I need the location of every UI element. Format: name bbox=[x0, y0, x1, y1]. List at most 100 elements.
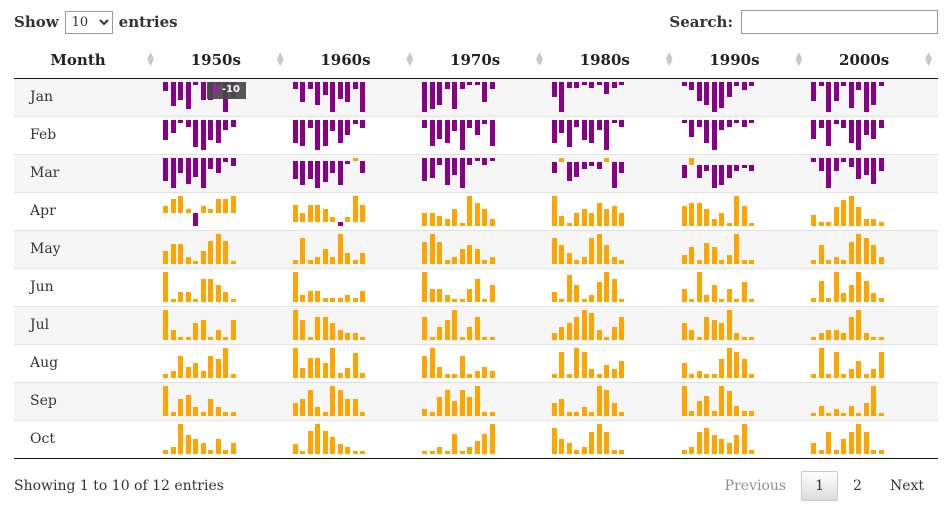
page-length-select[interactable]: 10 bbox=[64, 10, 113, 34]
sparkline-jan-1990s[interactable] bbox=[681, 82, 757, 112]
sparkline-apr-1960s[interactable] bbox=[292, 196, 368, 226]
sparkline-may-1970s[interactable] bbox=[422, 234, 497, 264]
sparkline-feb-1950s[interactable] bbox=[163, 120, 238, 150]
sparkline-jul-1970s[interactable] bbox=[422, 310, 497, 340]
sparkline-bar bbox=[223, 411, 228, 416]
sparkline-sep-2000s[interactable] bbox=[811, 386, 886, 416]
column-header-1980s[interactable]: 1980s ▲ ▼ bbox=[548, 43, 679, 79]
next-page-button[interactable]: Next bbox=[889, 477, 924, 494]
sort-both-icon: ▲ ▼ bbox=[276, 51, 284, 69]
sparkline-jul-1980s[interactable] bbox=[551, 310, 627, 340]
sparkline-jun-1950s[interactable] bbox=[163, 272, 238, 302]
sparkline-may-1990s[interactable] bbox=[681, 234, 757, 264]
sparkline-bar bbox=[559, 298, 565, 302]
sparkline-may-1950s[interactable] bbox=[163, 234, 238, 264]
sparkline-aug-1950s[interactable] bbox=[163, 348, 238, 378]
sparkline-sep-1960s[interactable] bbox=[292, 386, 368, 416]
sparkline-bar bbox=[841, 120, 847, 128]
page-button-2[interactable]: 2 bbox=[853, 477, 862, 494]
sparkline-apr-1970s[interactable] bbox=[422, 196, 497, 226]
sparkline-bar bbox=[230, 320, 236, 340]
sparkline-mar-1950s[interactable] bbox=[163, 158, 238, 188]
sparkline-sep-1950s[interactable] bbox=[163, 386, 238, 416]
sparkline-bar bbox=[818, 333, 824, 340]
sparkline-mar-1960s[interactable] bbox=[292, 158, 368, 188]
sparkline-feb-1990s[interactable] bbox=[681, 120, 757, 150]
sparkline-mar-1980s[interactable] bbox=[551, 158, 627, 188]
sparkline-bar bbox=[681, 120, 687, 124]
sparkline-oct-1980s[interactable] bbox=[551, 424, 627, 454]
sparkline-sep-1970s[interactable] bbox=[422, 386, 497, 416]
sparkline-jul-1990s[interactable] bbox=[681, 310, 757, 340]
sparkline-bar bbox=[589, 161, 595, 166]
sparkline-oct-1950s[interactable] bbox=[163, 424, 238, 454]
sparkline-jul-2000s[interactable] bbox=[811, 310, 886, 340]
sparkline-aug-2000s[interactable] bbox=[811, 348, 886, 378]
sparkline-bar bbox=[437, 158, 443, 165]
sparkline-aug-1970s[interactable] bbox=[422, 348, 497, 378]
sparkline-jun-1980s[interactable] bbox=[551, 272, 627, 302]
sparkline-jul-1960s[interactable] bbox=[292, 310, 368, 340]
sparkline-bar bbox=[322, 430, 328, 454]
page-button-1[interactable]: 1 bbox=[801, 470, 839, 501]
sparkline-apr-2000s[interactable] bbox=[811, 196, 886, 226]
sparkline-oct-2000s[interactable] bbox=[811, 424, 886, 454]
sparkline-bar bbox=[452, 158, 458, 175]
sparkline-bar bbox=[856, 234, 862, 264]
sparkline-bar bbox=[681, 363, 687, 378]
sparkline-apr-1950s[interactable] bbox=[163, 196, 238, 226]
sparkline-jun-1970s[interactable] bbox=[422, 272, 497, 302]
sparkline-may-2000s[interactable] bbox=[811, 234, 886, 264]
sparkline-bar bbox=[208, 209, 213, 213]
sparkline-jul-1950s[interactable] bbox=[163, 310, 238, 340]
sparkline-bar bbox=[878, 352, 884, 378]
sparkline-may-1980s[interactable] bbox=[551, 234, 627, 264]
sparkline-oct-1970s[interactable] bbox=[422, 424, 497, 454]
sparkline-may-1960s[interactable] bbox=[292, 234, 368, 264]
sparkline-mar-2000s[interactable] bbox=[811, 158, 886, 188]
sparkline-jan-1980s[interactable] bbox=[551, 82, 627, 112]
sparkline-bar bbox=[482, 298, 488, 302]
sparkline-feb-1960s[interactable] bbox=[292, 120, 368, 150]
sparkline-bar bbox=[208, 278, 213, 302]
sparkline-bar bbox=[360, 252, 366, 264]
sparkline-bar bbox=[422, 316, 428, 340]
sparkline-apr-1980s[interactable] bbox=[551, 196, 627, 226]
tooltip-bullet-icon: ● bbox=[212, 85, 220, 95]
column-header-1970s[interactable]: 1970s ▲ ▼ bbox=[419, 43, 549, 79]
sparkline-jun-1960s[interactable] bbox=[292, 272, 368, 302]
column-header-1960s[interactable]: 1960s ▲ ▼ bbox=[289, 43, 420, 79]
sparkline-jan-1970s[interactable] bbox=[422, 82, 497, 112]
sparkline-oct-1960s[interactable] bbox=[292, 424, 368, 454]
sparkline-oct-1990s[interactable] bbox=[681, 424, 757, 454]
sparkline-feb-2000s[interactable] bbox=[811, 120, 886, 150]
sparkline-jan-1960s[interactable] bbox=[292, 82, 368, 112]
sparkline-bar bbox=[734, 333, 740, 340]
sparkline-bar bbox=[230, 260, 236, 264]
column-header-2000s[interactable]: 2000s ▲ ▼ bbox=[808, 43, 938, 79]
column-header-month[interactable]: Month ▲ ▼ bbox=[14, 43, 160, 79]
sparkline-bar bbox=[489, 412, 495, 416]
sparkline-aug-1980s[interactable] bbox=[551, 348, 627, 378]
sparkline-bar bbox=[689, 202, 695, 226]
sparkline-mar-1970s[interactable] bbox=[422, 158, 497, 188]
column-header-1950s[interactable]: 1950s ▲ ▼ bbox=[160, 43, 290, 79]
sparkline-aug-1960s[interactable] bbox=[292, 348, 368, 378]
sparkline-sep-1990s[interactable] bbox=[681, 386, 757, 416]
previous-page-button[interactable]: Previous bbox=[724, 477, 787, 494]
sparkline-bar bbox=[185, 257, 191, 264]
sparkline-jan-2000s[interactable] bbox=[811, 82, 886, 112]
column-header-1990s[interactable]: 1990s ▲ ▼ bbox=[678, 43, 809, 79]
sparkline-apr-1990s[interactable] bbox=[681, 196, 757, 226]
sparkline-feb-1980s[interactable] bbox=[551, 120, 627, 150]
sparkline-sep-1980s[interactable] bbox=[551, 386, 627, 416]
sparkline-feb-1970s[interactable] bbox=[422, 120, 497, 150]
sparkline-bar bbox=[604, 209, 610, 226]
sparkline-bar bbox=[185, 292, 191, 302]
sparkline-aug-1990s[interactable] bbox=[681, 348, 757, 378]
sparkline-jun-1990s[interactable] bbox=[681, 272, 757, 302]
sparkline-jun-2000s[interactable] bbox=[811, 272, 886, 302]
search-input[interactable] bbox=[741, 10, 938, 34]
sparkline-bar bbox=[726, 82, 732, 97]
sparkline-mar-1990s[interactable] bbox=[681, 158, 757, 188]
